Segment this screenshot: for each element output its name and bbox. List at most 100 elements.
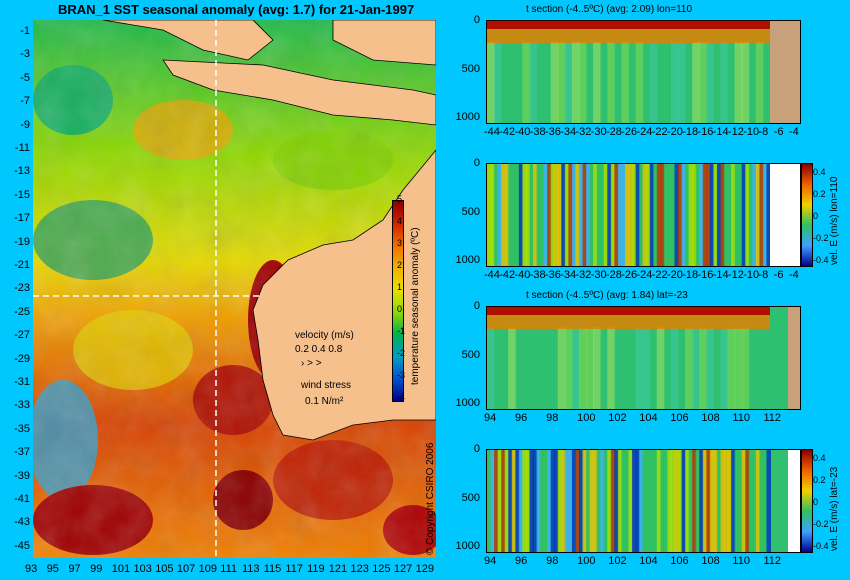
map-lat-tick: -7 [20,95,30,108]
panel-x-tick: 100 [577,412,596,424]
section-band [586,327,595,409]
map-lon-tick: 125 [372,563,391,575]
map-lat-tick: -35 [14,422,30,435]
section-band [582,164,588,266]
section-band [670,164,676,266]
section-band [685,327,694,409]
panel-x-tick: -26 [621,126,638,138]
map-colorbar-tick: 0 [397,304,403,314]
section-band [571,450,577,552]
section-band [557,164,563,266]
section-band [575,164,580,266]
panel-x-tick: 96 [515,555,528,567]
section-band [660,164,665,266]
section-band [497,450,503,552]
panel-x-tick: -30 [590,269,607,281]
section-band [614,450,619,552]
section-band [681,450,687,552]
section-band [688,450,694,552]
section-band [586,41,595,123]
section-band [699,450,704,552]
panel-x-tick: 96 [515,412,528,424]
section-band [564,164,570,266]
section-band [713,450,718,552]
panel-y-tick: 0 [473,300,480,312]
section-band [713,41,722,123]
section-band [536,41,545,123]
section-land [788,450,800,552]
section-band [508,41,517,123]
section-band [649,164,655,266]
section-band [663,450,669,552]
section-band [540,450,545,552]
map-lat-tick: -21 [14,259,30,271]
section-band [762,164,768,266]
section-band [550,327,559,409]
map-lat-tick: -29 [14,352,30,365]
section-band [709,450,715,552]
section-band [540,164,545,266]
map-lon-tick: 109 [198,563,217,575]
section-band [589,164,595,266]
map-lon-tick: 99 [90,563,103,575]
panel-x-tick: -8 [758,126,769,138]
section-band [547,450,552,552]
section-band [720,41,729,123]
section-band [656,327,665,409]
section-band [515,450,520,552]
map-lat-tick: -41 [14,493,30,505]
panel-x-tick: -40 [514,126,531,138]
section-band [522,327,531,409]
section-band [589,450,595,552]
map-lat-tick: -1 [20,25,30,37]
section-band [642,41,651,123]
panel-x-tick: -4 [789,126,799,138]
velocity-colorbar-tick: 0.4 [813,453,826,463]
section-band [748,327,757,409]
section-band [543,327,552,409]
section-band [752,164,757,266]
map-lat-tick: -19 [14,235,30,248]
wind-legend-label: wind stress [300,380,351,391]
section-band [487,450,492,552]
velocity-colorbar-tick: -0.2 [813,519,829,529]
section-band [727,327,736,409]
panel-x-tick: -20 [667,269,683,281]
section-band [663,327,672,409]
section-band [518,164,524,266]
section-band [755,164,761,266]
section-band [628,164,634,266]
panel-x-tick: -8 [758,269,769,281]
panel-y-tick: 0 [473,157,480,169]
panel-x-tick: 102 [608,412,627,424]
section-band [656,164,662,266]
map-lat-tick: -5 [20,71,30,84]
map-lat-tick: -11 [14,142,30,154]
panel-x-tick: 112 [763,555,782,567]
section-band [670,450,676,552]
velocity-colorbar-tick: -0.4 [813,541,829,551]
section-plot [486,20,801,124]
panel-x-tick: -36 [545,269,561,281]
section-band [564,450,570,552]
section-band [529,450,534,552]
panel-x-tick: -20 [667,126,683,138]
section-band [702,164,708,266]
panel-x-tick: -24 [636,269,653,281]
panel-y-tick: 500 [461,62,480,75]
wind-legend-value: 0.1 N/m² [305,396,344,407]
velocity-colorbar [801,449,813,553]
panel-x-tick: -16 [697,126,714,138]
section-band [501,327,510,409]
section-band [734,327,743,409]
panel-x-tick: -4 [789,269,799,281]
map-lon-tick: 117 [285,563,303,575]
section-band [564,327,573,409]
section-band [487,327,496,409]
panel-x-tick: -26 [621,269,638,281]
map-colorbar [392,200,404,402]
panel-x-tick: -28 [606,126,622,138]
panel-y-tick: 500 [461,205,480,218]
section-band [706,41,715,123]
section-band [525,164,531,266]
